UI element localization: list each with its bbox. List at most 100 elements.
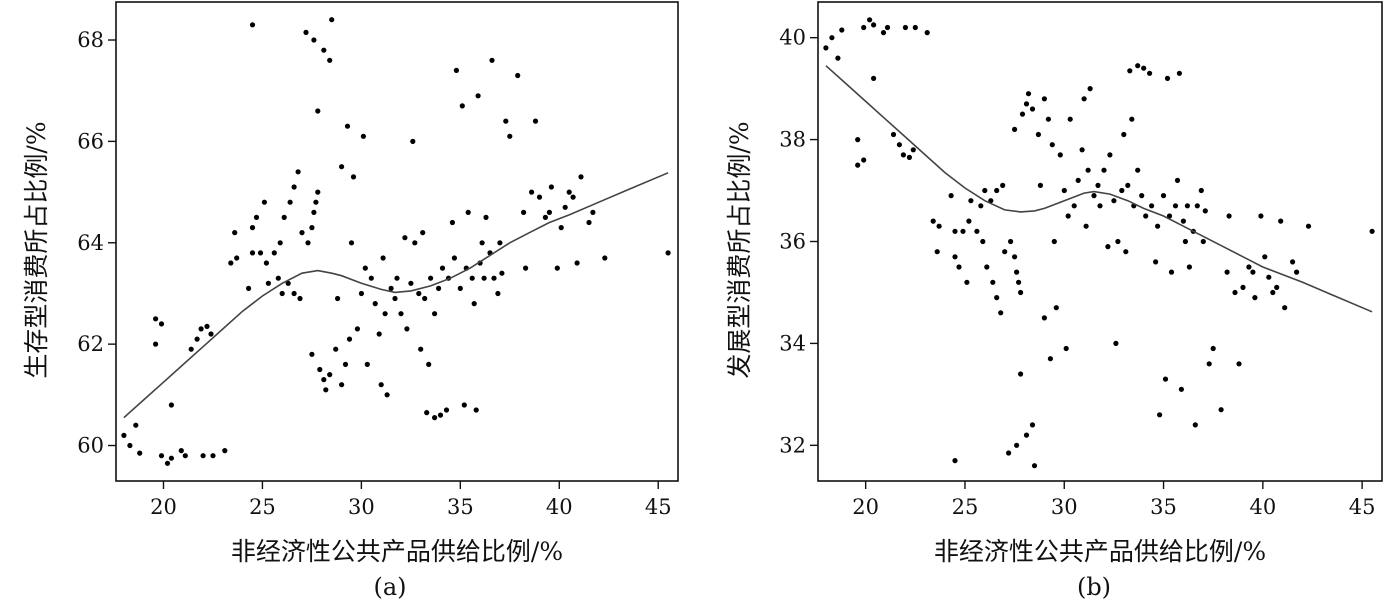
data-point	[536, 194, 543, 200]
data-point	[1166, 213, 1173, 219]
data-point	[158, 453, 165, 459]
data-point	[469, 275, 475, 281]
data-point	[952, 228, 958, 234]
data-point	[896, 142, 903, 148]
data-point	[342, 361, 349, 367]
data-point	[153, 341, 159, 347]
data-point	[449, 219, 455, 226]
data-point	[1162, 376, 1169, 382]
data-point	[978, 203, 984, 209]
data-point	[305, 240, 311, 246]
data-point	[321, 47, 327, 53]
data-point	[495, 290, 501, 297]
data-point	[416, 290, 422, 297]
data-point	[394, 275, 400, 281]
data-point	[158, 321, 165, 327]
y-axis-title-a: 生存型消费所占比例/%	[22, 121, 51, 378]
data-point	[1172, 203, 1179, 209]
data-point	[1278, 218, 1284, 224]
data-point	[473, 407, 479, 413]
data-point	[439, 265, 446, 271]
data-point	[570, 194, 576, 200]
data-point	[1121, 131, 1127, 138]
data-point	[1065, 213, 1071, 219]
data-point	[1186, 264, 1192, 270]
data-point	[376, 331, 382, 337]
data-point	[890, 131, 897, 138]
y-tick-label: 60	[77, 434, 104, 458]
data-point	[1274, 284, 1280, 290]
data-point	[578, 174, 584, 180]
data-point	[984, 264, 990, 270]
x-tick-label: 20	[150, 495, 177, 519]
data-point	[871, 22, 877, 28]
data-point	[249, 250, 256, 256]
data-point	[295, 169, 301, 175]
data-point	[1113, 340, 1119, 346]
data-point	[198, 326, 204, 332]
data-point	[382, 311, 388, 317]
data-point	[529, 189, 535, 195]
data-point	[1123, 249, 1129, 255]
data-point	[590, 209, 596, 215]
data-point	[1129, 116, 1135, 122]
data-point	[378, 382, 384, 388]
data-point	[346, 336, 353, 342]
data-point	[384, 392, 390, 398]
data-point	[1369, 228, 1375, 234]
data-point	[1019, 111, 1026, 117]
data-point	[861, 24, 867, 31]
data-point	[234, 255, 240, 261]
data-point	[1180, 218, 1186, 224]
data-point	[934, 249, 940, 255]
data-point	[1143, 213, 1149, 219]
data-point	[402, 235, 408, 241]
data-point	[1147, 70, 1153, 76]
data-point	[392, 295, 398, 302]
data-point	[275, 275, 281, 281]
data-point	[313, 199, 319, 205]
data-point	[311, 209, 317, 215]
data-point	[924, 29, 930, 36]
data-point	[265, 280, 271, 286]
data-point	[475, 93, 481, 99]
data-point	[1029, 422, 1036, 428]
data-point	[137, 450, 143, 456]
data-point	[1246, 264, 1252, 270]
panel-label-b: (b)	[1077, 573, 1111, 601]
data-point	[287, 199, 293, 205]
data-point	[1101, 167, 1107, 173]
data-point	[855, 162, 861, 168]
chart-panel-a: 20 25 30 35 40 45 60 62 64 66 68 非经济性公共产品供给比例/% 生存…	[22, 1, 679, 601]
x-tick-label: 40	[1249, 495, 1276, 519]
chart-panel-b: 20 25 30 35 40 45 32 34 36 38 40 非经济性公共产品供给比例/% 发展…	[725, 1, 1383, 601]
plot-frame-a	[115, 1, 679, 482]
data-point	[906, 154, 913, 160]
data-point	[178, 448, 184, 454]
data-point	[315, 108, 321, 114]
data-point	[333, 346, 339, 352]
data-point	[471, 301, 477, 307]
data-point	[311, 37, 317, 43]
data-point	[309, 225, 315, 231]
data-point	[1063, 345, 1069, 352]
data-point	[829, 35, 835, 41]
data-point	[228, 260, 234, 266]
data-point	[1290, 259, 1296, 265]
data-point	[1115, 238, 1121, 245]
data-point	[453, 67, 459, 73]
data-point	[249, 22, 256, 28]
data-point	[1202, 208, 1208, 214]
data-point	[1006, 450, 1012, 456]
data-point	[867, 17, 873, 23]
data-point	[1085, 167, 1091, 173]
data-point	[1164, 75, 1171, 81]
y-tick-label: 38	[779, 128, 806, 152]
data-point	[855, 137, 861, 143]
axis-ticks-b: 20 25 30 35 40 45 32 34 36 38 40	[779, 26, 1375, 519]
data-point	[253, 214, 260, 220]
data-point	[315, 189, 321, 195]
data-point	[562, 204, 568, 210]
data-point	[1127, 68, 1133, 74]
data-point	[335, 295, 341, 302]
